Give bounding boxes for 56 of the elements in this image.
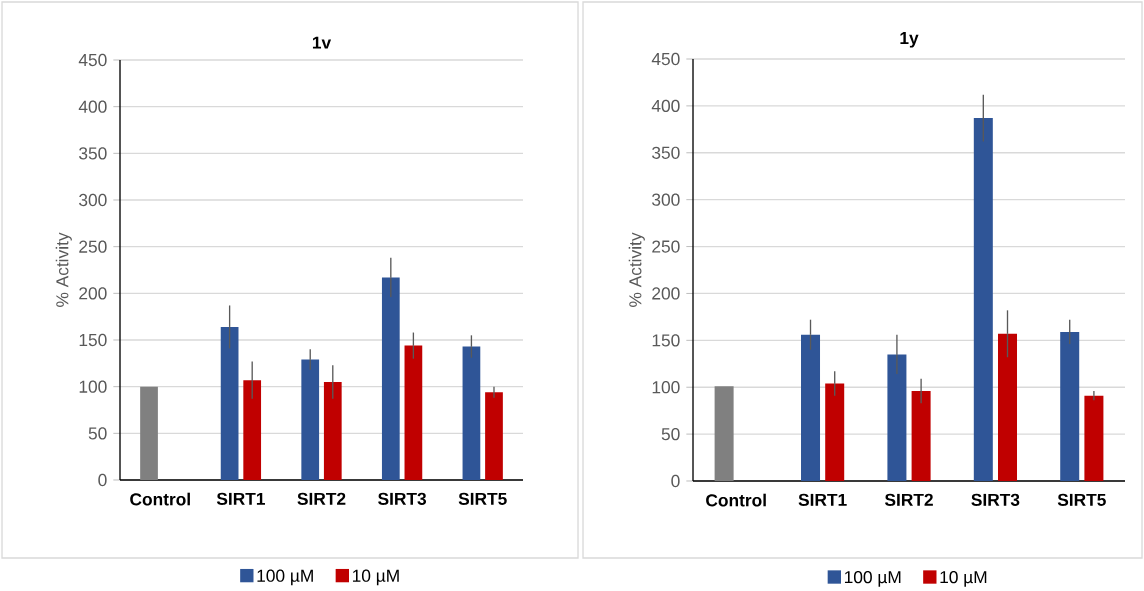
bar [998,333,1018,481]
bar [140,386,158,480]
bar [1060,331,1080,481]
bar [404,345,423,480]
x-tick-label: SIRT3 [378,492,427,505]
bar [462,346,481,480]
y-tick-label: 300 [652,193,680,206]
bar [243,380,262,480]
bar [220,326,239,480]
y-tick-label: 0 [671,474,680,488]
y-tick-label: 50 [88,427,107,440]
y-tick-label: 300 [79,193,107,207]
y-tick-label: 450 [651,52,680,66]
bar [825,383,845,481]
y-tick-label: 400 [651,99,680,113]
y-tick-label: 150 [652,334,680,347]
x-tick-label: SIRT1 [216,492,265,505]
bar [801,334,821,481]
x-tick-label: Control [130,492,190,506]
y-tick-label: 150 [79,333,107,347]
x-tick-label: SIRT1 [798,493,847,506]
y-tick-label: 450 [78,53,107,67]
x-tick-label: SIRT5 [1057,493,1106,506]
bar [323,381,342,480]
y-axis-title: % Activity [55,232,72,307]
y-tick-label: 400 [78,100,107,113]
y-tick-label: 50 [661,427,680,441]
bar [381,277,400,480]
bar [714,386,734,481]
y-tick-label: 350 [652,146,680,159]
x-tick-label: Control [706,493,766,507]
y-tick-label: 100 [652,381,680,394]
bar [1084,395,1104,481]
bar [887,354,907,481]
legend-label: 100 µM [257,569,313,586]
y-tick-label: 350 [79,147,107,160]
chart-title: 1v [312,36,332,49]
y-axis-title: % Activity [628,232,645,307]
legend-label: 100 µM [844,570,901,587]
x-tick-label: SIRT5 [458,492,507,505]
bar [911,390,931,481]
x-tick-label: SIRT3 [971,493,1020,506]
y-tick-label: 100 [79,380,107,393]
y-tick-label: 250 [652,240,680,253]
y-tick-label: 200 [79,287,107,300]
bar [973,118,993,481]
y-tick-label: 200 [652,287,680,300]
bar [485,392,503,480]
legend-label: 10 µM [352,569,399,586]
y-tick-label: 250 [79,240,107,253]
y-tick-label: 0 [98,473,107,487]
chart-title: 1y [900,32,919,48]
x-tick-label: SIRT2 [884,493,933,506]
legend-label: 10 µM [940,570,987,587]
x-tick-label: SIRT2 [297,492,346,505]
bar [301,359,320,480]
